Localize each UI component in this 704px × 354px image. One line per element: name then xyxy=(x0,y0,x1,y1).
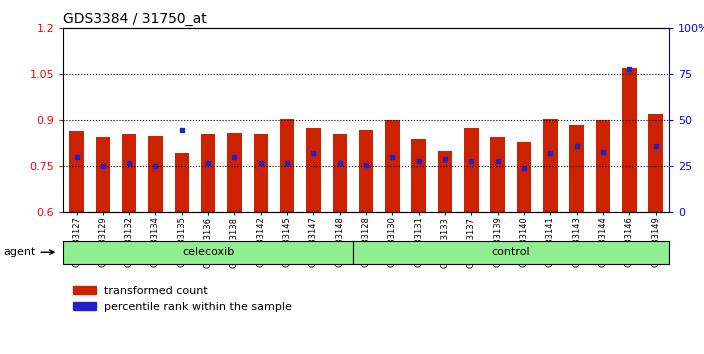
Text: agent: agent xyxy=(4,247,54,257)
Bar xyxy=(253,134,268,212)
Point xyxy=(466,158,477,164)
Bar xyxy=(69,131,84,212)
FancyBboxPatch shape xyxy=(353,241,669,264)
Point xyxy=(123,160,134,166)
Bar xyxy=(411,139,426,212)
Text: GDS3384 / 31750_at: GDS3384 / 31750_at xyxy=(63,12,207,26)
Point xyxy=(386,154,398,160)
Bar xyxy=(622,68,636,212)
Bar xyxy=(543,119,558,212)
Bar xyxy=(385,120,400,212)
Bar xyxy=(438,151,452,212)
Point xyxy=(97,164,108,169)
Point xyxy=(518,165,529,171)
Bar xyxy=(359,130,373,212)
Bar xyxy=(570,125,584,212)
Point xyxy=(255,160,266,166)
Text: control: control xyxy=(491,247,530,257)
Point xyxy=(571,143,582,149)
Point xyxy=(492,158,503,164)
Point xyxy=(150,164,161,169)
Legend: transformed count, percentile rank within the sample: transformed count, percentile rank withi… xyxy=(69,282,297,316)
FancyBboxPatch shape xyxy=(63,241,353,264)
Text: celecoxib: celecoxib xyxy=(182,247,234,257)
Bar xyxy=(648,114,663,212)
Bar xyxy=(517,142,532,212)
Point xyxy=(334,160,346,166)
Point xyxy=(229,154,240,160)
Point xyxy=(598,149,609,154)
Point xyxy=(203,160,214,166)
Bar xyxy=(596,120,610,212)
Bar xyxy=(149,136,163,212)
Bar xyxy=(491,137,505,212)
Bar xyxy=(464,128,479,212)
Point xyxy=(71,154,82,160)
Point xyxy=(308,151,319,156)
Bar xyxy=(280,119,294,212)
Bar xyxy=(306,128,320,212)
Point xyxy=(545,151,556,156)
Point xyxy=(282,160,293,166)
Bar xyxy=(201,134,215,212)
Bar xyxy=(122,134,137,212)
Point xyxy=(624,66,635,72)
Bar xyxy=(332,134,347,212)
Bar xyxy=(175,153,189,212)
Point xyxy=(413,158,425,164)
Bar xyxy=(227,133,241,212)
Point xyxy=(650,143,661,149)
Point xyxy=(360,162,372,167)
Bar xyxy=(96,137,110,212)
Point xyxy=(176,127,187,132)
Point xyxy=(439,156,451,162)
